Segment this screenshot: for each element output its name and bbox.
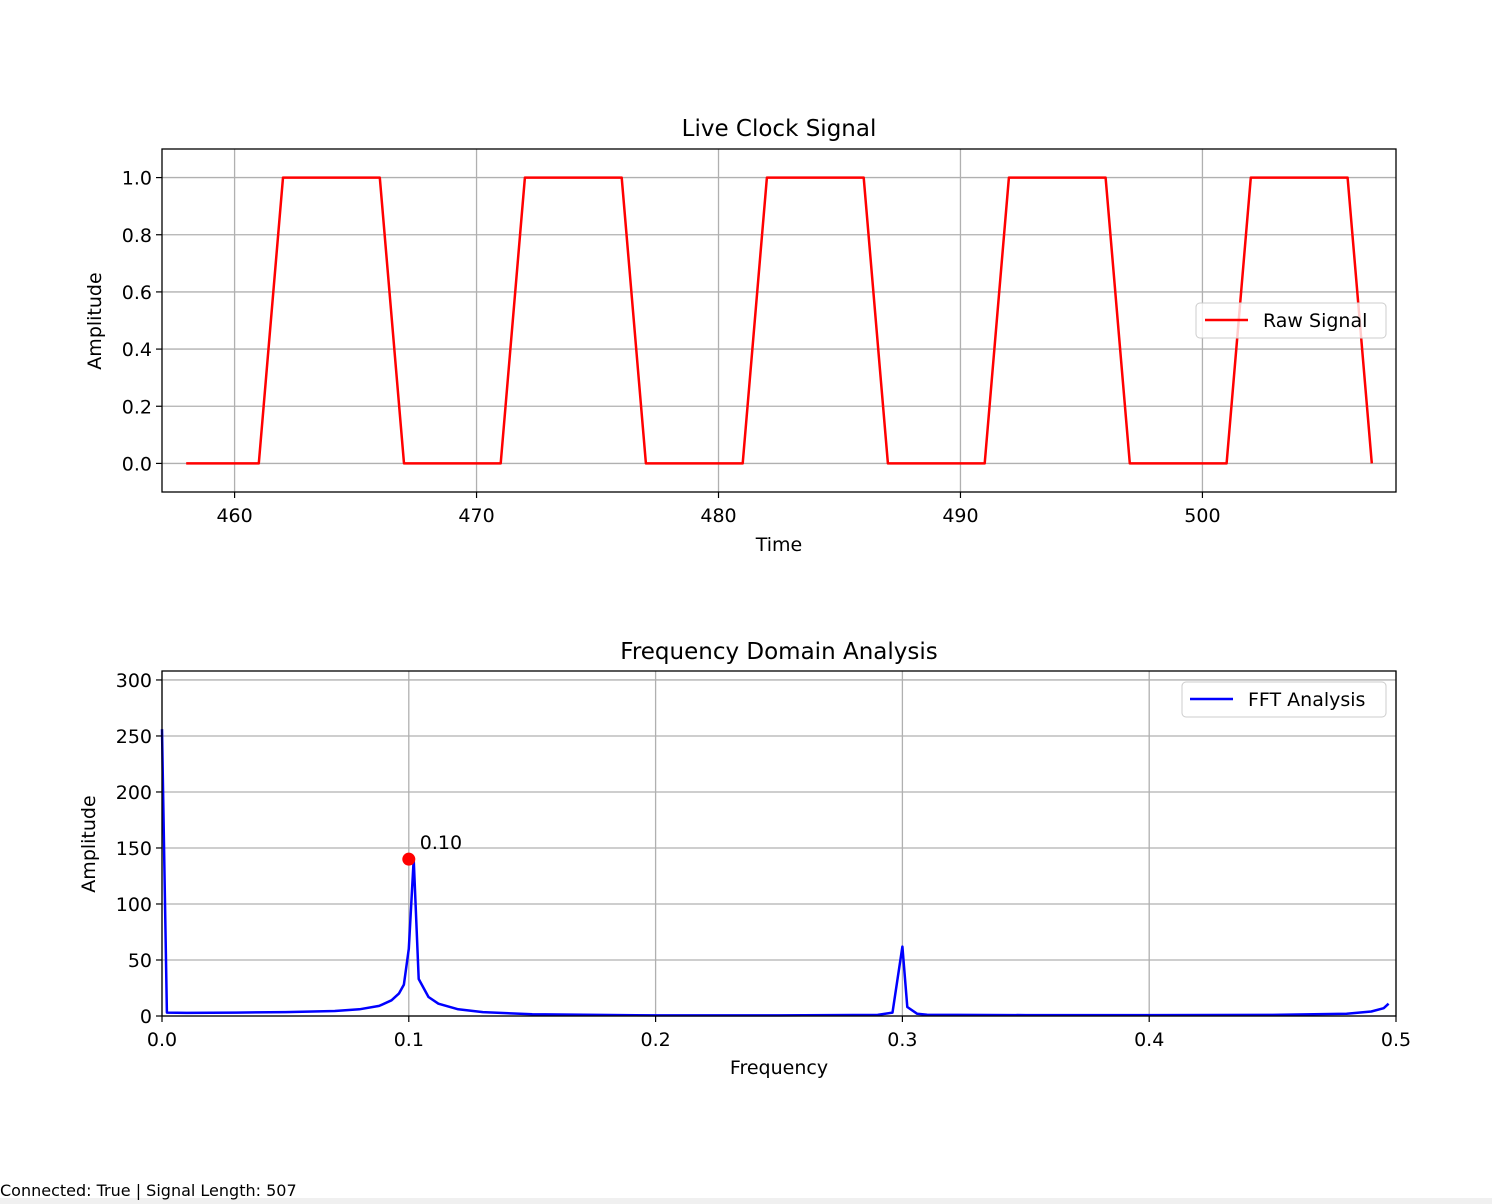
time-domain-chart: Live Clock Signal 460 470 480 490 500 0.0 0.2… bbox=[84, 116, 1397, 556]
time-chart-legend: Raw Signal bbox=[1195, 302, 1387, 339]
f-ytick-label: 300 bbox=[116, 670, 152, 692]
f-ytick-label: 50 bbox=[128, 950, 152, 972]
t-ytick-label: 0.2 bbox=[122, 396, 152, 418]
freq-chart-xlabel: Frequency bbox=[730, 1057, 828, 1079]
freq-chart-grid bbox=[161, 671, 1397, 1017]
time-chart-title: Live Clock Signal bbox=[682, 116, 877, 142]
t-series-line-0 bbox=[186, 176, 1374, 465]
f-xtick-label: 0.2 bbox=[640, 1029, 670, 1051]
freq-chart-x-ticks: 0.0 0.1 0.2 0.3 0.4 0.5 bbox=[147, 1016, 1411, 1051]
t-xtick-label: 500 bbox=[1184, 505, 1220, 527]
t-ytick-label: 1.0 bbox=[122, 168, 152, 190]
f-peak-marker bbox=[402, 852, 416, 866]
freq-chart-legend: FFT Analysis bbox=[1181, 681, 1387, 718]
f-xtick-label: 0.4 bbox=[1134, 1029, 1164, 1051]
f-xtick-label: 0.3 bbox=[887, 1029, 917, 1051]
status-text: Connected: True | Signal Length: 507 bbox=[0, 1181, 297, 1200]
freq-chart-annotations: 0.10 bbox=[402, 832, 462, 866]
time-chart-x-ticks: 460 470 480 490 500 bbox=[216, 492, 1221, 527]
time-chart-frame bbox=[161, 148, 1397, 493]
t-xtick-label: 480 bbox=[700, 505, 736, 527]
time-chart-series bbox=[186, 176, 1374, 465]
time-chart-y-ticks: 0.0 0.2 0.4 0.6 0.8 1.0 bbox=[122, 168, 162, 475]
f-ytick-label: 100 bbox=[116, 894, 152, 916]
freq-legend-box bbox=[1181, 681, 1387, 718]
f-ytick-label: 250 bbox=[116, 726, 152, 748]
freq-chart-series bbox=[160, 729, 1390, 1017]
time-chart-ylabel: Amplitude bbox=[84, 272, 106, 369]
status-bar: Connected: True | Signal Length: 507 bbox=[0, 1181, 1492, 1204]
t-ytick-label: 0.8 bbox=[122, 225, 152, 247]
f-series-line-0 bbox=[160, 729, 1390, 1017]
t-xtick-label: 470 bbox=[458, 505, 494, 527]
t-xtick-label: 490 bbox=[942, 505, 978, 527]
f-ytick-label: 150 bbox=[116, 838, 152, 860]
freq-legend-label: FFT Analysis bbox=[1248, 689, 1365, 711]
t-ytick-label: 0.6 bbox=[122, 282, 152, 304]
frequency-domain-chart: Frequency Domain Analysis 0.10 0.0 0.1 0.2… bbox=[78, 639, 1411, 1079]
t-xtick-label: 460 bbox=[216, 505, 252, 527]
freq-chart-title: Frequency Domain Analysis bbox=[620, 639, 937, 665]
status-strip bbox=[0, 1198, 1492, 1204]
time-chart-xlabel: Time bbox=[755, 534, 803, 556]
f-xtick-label: 0.0 bbox=[147, 1029, 177, 1051]
f-xtick-label: 0.5 bbox=[1381, 1029, 1411, 1051]
f-xtick-label: 0.1 bbox=[394, 1029, 424, 1051]
f-ytick-label: 200 bbox=[116, 782, 152, 804]
f-ytick-label: 0 bbox=[140, 1006, 152, 1028]
f-peak-label: 0.10 bbox=[420, 832, 462, 854]
t-ytick-label: 0.0 bbox=[122, 453, 152, 475]
t-ytick-label: 0.4 bbox=[122, 339, 152, 361]
freq-chart-ylabel: Amplitude bbox=[78, 795, 100, 892]
freq-chart-frame bbox=[161, 670, 1397, 1017]
time-legend-label: Raw Signal bbox=[1263, 310, 1367, 332]
time-legend-box bbox=[1195, 302, 1387, 339]
freq-chart-y-ticks: 0 50 100 150 200 250 300 bbox=[116, 670, 162, 1028]
